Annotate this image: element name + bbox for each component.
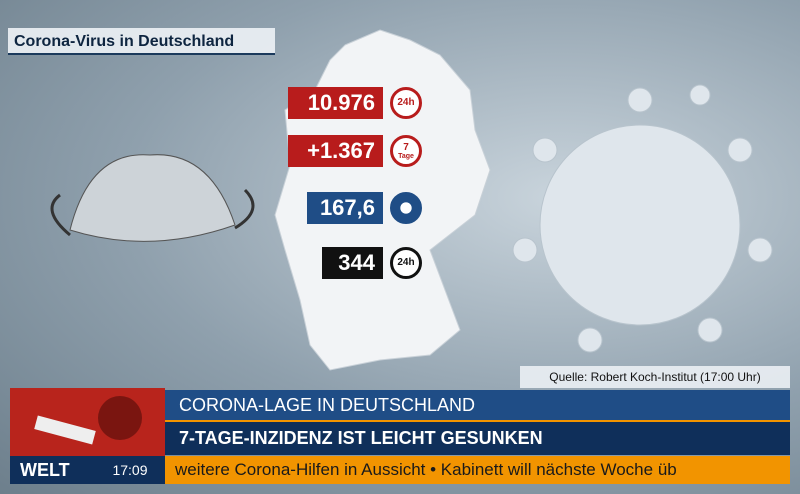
thumbnail bbox=[10, 388, 165, 456]
mask bbox=[50, 154, 255, 242]
icon-label: 24h bbox=[397, 257, 415, 268]
icon-label: Tage bbox=[398, 152, 414, 160]
stat-value: +1.367 bbox=[288, 135, 383, 167]
headline: 7-TAGE-INZIDENZ IST LEICHT GESUNKEN bbox=[165, 422, 790, 455]
stat-icon: 24h bbox=[390, 247, 422, 279]
brand: WELT bbox=[10, 456, 95, 484]
stat-value: 167,6 bbox=[307, 192, 383, 224]
stat-value: 344 bbox=[322, 247, 383, 279]
source-label: Quelle: Robert Koch-Institut (17:00 Uhr) bbox=[520, 366, 790, 388]
virus bbox=[512, 84, 773, 353]
clock: 17:09 bbox=[95, 456, 165, 484]
divider bbox=[165, 420, 790, 422]
stat-icon bbox=[390, 192, 422, 224]
stat-value: 10.976 bbox=[288, 87, 383, 119]
icon-label: 24h bbox=[397, 97, 415, 108]
title-box: Corona-Virus in Deutschland bbox=[8, 28, 275, 55]
topline: CORONA-LAGE IN DEUTSCHLAND bbox=[165, 390, 790, 420]
stat-icon: 7 Tage bbox=[390, 135, 422, 167]
stat-icon: 24h bbox=[390, 87, 422, 119]
icon-label: 7 bbox=[403, 141, 409, 153]
ticker: weitere Corona-Hilfen in Aussicht • Kabi… bbox=[165, 456, 790, 484]
